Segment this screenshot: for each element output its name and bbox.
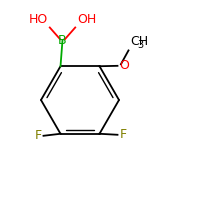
Text: F: F — [120, 128, 127, 141]
Text: 3: 3 — [137, 40, 143, 50]
Text: B: B — [58, 34, 67, 47]
Text: O: O — [119, 59, 129, 72]
Text: CH: CH — [130, 35, 149, 48]
Text: F: F — [34, 129, 42, 142]
Text: HO: HO — [29, 13, 48, 26]
Text: OH: OH — [77, 13, 96, 26]
